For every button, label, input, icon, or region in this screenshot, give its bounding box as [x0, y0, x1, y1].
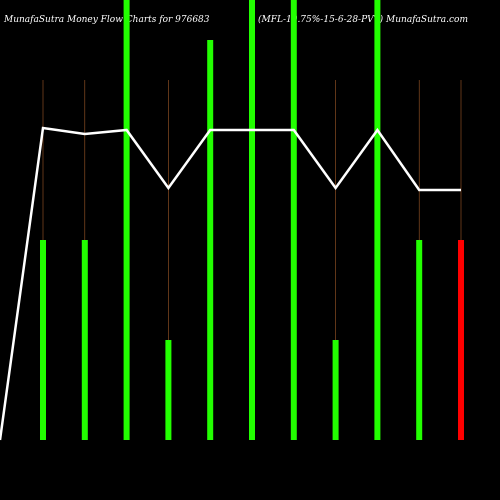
- volume-bar: [165, 340, 172, 440]
- volume-bar: [40, 240, 46, 440]
- chart-subtitle: (MFL-10.75%-15-6-28-PVT) MunafaSutra.com: [258, 14, 468, 25]
- price-line-layer: [0, 126, 461, 441]
- volume-bar: [458, 240, 464, 440]
- volume-bar: [207, 40, 214, 440]
- volume-bar: [374, 0, 381, 440]
- chart-title: MunafaSutra Money Flow Charts for 976683: [3, 15, 210, 25]
- volume-bar: [290, 0, 297, 440]
- volume-bar: [249, 0, 255, 440]
- volume-bar: [123, 0, 130, 440]
- volume-bar: [81, 240, 88, 440]
- price-line: [0, 126, 461, 441]
- volume-bar: [416, 240, 423, 440]
- volume-bar: [332, 340, 339, 440]
- volume-bars: [40, 0, 464, 440]
